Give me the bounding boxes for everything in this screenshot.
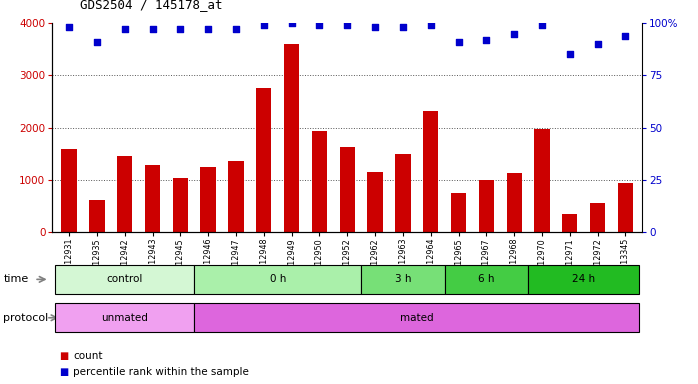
Bar	[479, 180, 494, 232]
Text: GDS2504 / 145178_at: GDS2504 / 145178_at	[80, 0, 223, 12]
Point	[202, 26, 214, 32]
Point	[425, 22, 436, 28]
Bar	[618, 183, 633, 232]
Text: 0 h: 0 h	[269, 274, 286, 285]
Point	[119, 26, 131, 32]
Bar	[145, 166, 160, 232]
Point	[91, 39, 103, 45]
Point	[64, 24, 75, 30]
Bar	[423, 111, 438, 232]
Bar	[367, 172, 383, 232]
Bar	[256, 88, 272, 232]
Bar	[61, 149, 77, 232]
Bar	[507, 173, 522, 232]
Point	[620, 33, 631, 39]
Text: control: control	[107, 274, 143, 285]
Point	[258, 22, 269, 28]
Bar	[89, 200, 105, 232]
Bar	[284, 44, 299, 232]
Bar	[395, 154, 410, 232]
Bar	[117, 156, 133, 232]
Point	[592, 41, 603, 47]
Bar	[312, 131, 327, 232]
Text: 24 h: 24 h	[572, 274, 595, 285]
Text: unmated: unmated	[101, 313, 148, 323]
Text: 3 h: 3 h	[394, 274, 411, 285]
Text: 6 h: 6 h	[478, 274, 495, 285]
Point	[481, 37, 492, 43]
Text: count: count	[73, 351, 103, 361]
Point	[509, 30, 520, 36]
Text: ■: ■	[59, 367, 68, 377]
Bar	[340, 147, 355, 232]
Point	[564, 51, 575, 58]
Bar	[228, 161, 244, 232]
Bar	[562, 214, 577, 232]
Point	[453, 39, 464, 45]
Bar	[590, 203, 605, 232]
Point	[341, 22, 352, 28]
Point	[174, 26, 186, 32]
Point	[537, 22, 548, 28]
Bar	[535, 129, 549, 232]
Text: ■: ■	[59, 351, 68, 361]
Bar	[451, 192, 466, 232]
Bar	[172, 179, 188, 232]
Point	[147, 26, 158, 32]
Point	[369, 24, 380, 30]
Point	[397, 24, 408, 30]
Point	[230, 26, 242, 32]
Text: protocol: protocol	[3, 313, 49, 323]
Text: mated: mated	[400, 313, 433, 323]
Point	[286, 20, 297, 26]
Point	[314, 22, 325, 28]
Bar	[200, 167, 216, 232]
Text: percentile rank within the sample: percentile rank within the sample	[73, 367, 249, 377]
Text: time: time	[3, 274, 29, 285]
